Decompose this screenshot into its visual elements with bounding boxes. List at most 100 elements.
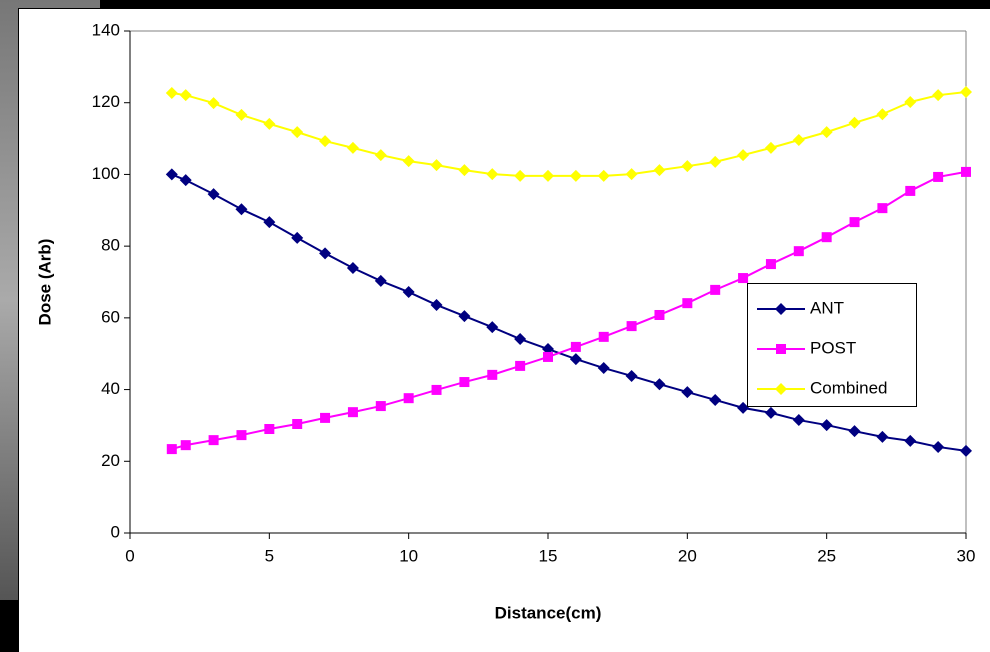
marker <box>486 168 499 181</box>
marker <box>737 401 750 414</box>
marker <box>542 169 554 182</box>
marker <box>208 435 219 446</box>
marker <box>848 425 861 438</box>
marker <box>264 424 275 435</box>
marker <box>792 134 805 147</box>
marker <box>166 444 177 455</box>
marker <box>165 168 178 181</box>
marker <box>487 369 498 380</box>
marker <box>515 360 526 371</box>
marker <box>764 141 777 154</box>
marker <box>932 440 945 453</box>
marker <box>737 149 750 162</box>
y-tick-label: 100 <box>92 164 120 183</box>
marker <box>458 310 471 323</box>
marker <box>904 95 917 108</box>
marker <box>848 116 861 129</box>
marker <box>207 97 220 110</box>
marker <box>820 419 833 432</box>
marker <box>346 262 359 275</box>
marker <box>932 89 945 102</box>
x-tick-label: 5 <box>265 546 274 565</box>
marker <box>775 383 787 395</box>
marker <box>569 169 582 182</box>
marker <box>821 232 832 243</box>
marker <box>876 430 889 443</box>
legend-label: ANT <box>810 298 844 317</box>
marker <box>375 401 386 412</box>
marker <box>320 412 331 423</box>
marker <box>263 216 276 229</box>
marker <box>625 369 638 382</box>
marker <box>792 414 805 427</box>
marker <box>514 169 527 182</box>
marker <box>514 333 527 346</box>
marker <box>543 351 553 362</box>
marker <box>236 430 247 441</box>
marker <box>374 274 387 287</box>
legend-label: POST <box>810 338 856 357</box>
marker <box>776 344 786 354</box>
legend-box <box>747 283 917 407</box>
marker <box>569 353 582 366</box>
marker <box>960 444 972 457</box>
y-tick-label: 20 <box>101 451 120 470</box>
x-tick-label: 25 <box>817 546 836 565</box>
marker <box>486 321 499 334</box>
x-tick-label: 20 <box>678 546 697 565</box>
marker <box>291 231 304 244</box>
marker <box>775 303 787 315</box>
marker <box>430 159 443 172</box>
marker <box>765 259 776 270</box>
marker <box>682 298 693 309</box>
marker <box>681 386 694 399</box>
x-axis-title: Distance(cm) <box>495 603 602 622</box>
marker <box>709 393 722 406</box>
marker <box>877 203 888 214</box>
marker <box>597 362 610 375</box>
x-tick-label: 15 <box>539 546 558 565</box>
y-tick-label: 120 <box>92 92 120 111</box>
marker <box>165 87 178 100</box>
marker <box>681 160 694 173</box>
marker <box>179 174 192 187</box>
y-tick-label: 80 <box>101 236 120 255</box>
marker <box>235 108 248 121</box>
marker <box>319 247 332 260</box>
marker <box>820 126 833 139</box>
marker <box>849 217 860 228</box>
marker <box>263 117 276 130</box>
y-tick-label: 60 <box>101 307 120 326</box>
marker <box>738 273 749 284</box>
marker <box>653 378 666 391</box>
x-tick-label: 10 <box>399 546 418 565</box>
marker <box>402 286 415 299</box>
marker <box>653 164 666 177</box>
marker <box>709 155 722 168</box>
series-line <box>171 90 967 177</box>
marker <box>180 440 191 451</box>
marker <box>346 141 359 154</box>
marker <box>347 407 358 418</box>
marker <box>793 246 804 257</box>
marker <box>961 166 971 177</box>
marker <box>292 418 303 429</box>
marker <box>570 341 581 352</box>
marker <box>430 298 443 311</box>
legend-label: Combined <box>810 378 888 397</box>
marker <box>597 169 610 182</box>
marker <box>933 171 944 182</box>
marker <box>374 149 387 162</box>
y-tick-label: 0 <box>111 522 120 541</box>
marker <box>960 85 972 98</box>
marker <box>654 309 665 320</box>
marker <box>459 377 470 388</box>
marker <box>207 188 220 201</box>
y-axis-title: Dose (Arb) <box>35 239 54 326</box>
y-tick-label: 40 <box>101 379 120 398</box>
marker <box>431 384 442 395</box>
x-tick-label: 0 <box>125 546 134 565</box>
y-tick-label: 140 <box>92 20 120 39</box>
